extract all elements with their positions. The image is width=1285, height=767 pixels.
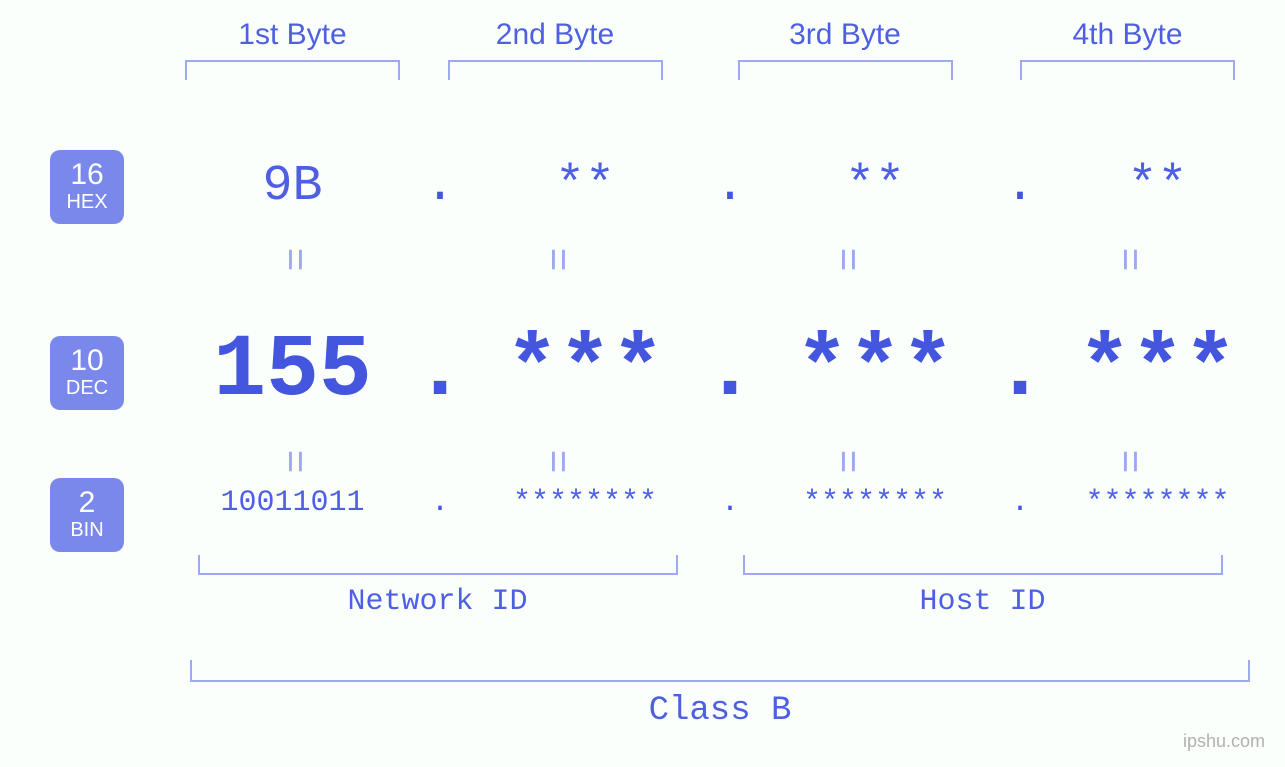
network-id-label: Network ID	[175, 585, 700, 619]
class-bracket-wrap	[175, 660, 1265, 682]
dec-byte-3: ***	[760, 322, 990, 421]
base-number-10: 10	[70, 346, 103, 376]
eq-1-1: =	[270, 247, 315, 271]
equals-row-1: = = = =	[175, 237, 1265, 282]
eq-2-1: =	[270, 449, 315, 473]
class-bracket	[190, 660, 1250, 682]
dec-dot-2: .	[700, 322, 760, 421]
hex-byte-4: **	[1050, 158, 1265, 215]
bin-byte-4: ********	[1050, 486, 1265, 520]
base-badge-dec: 10 DEC	[50, 336, 124, 410]
top-bracket-4	[1020, 60, 1235, 80]
byte-header-1: 1st Byte	[175, 18, 410, 52]
ip-address-diagram: 1st Byte 2nd Byte 3rd Byte 4th Byte 16 H…	[0, 0, 1285, 767]
bin-byte-3: ********	[760, 486, 990, 520]
hex-byte-3: **	[760, 158, 990, 215]
byte-header-2: 2nd Byte	[410, 18, 700, 52]
bin-byte-1: 10011011	[175, 486, 410, 520]
base-label-bin: BIN	[70, 518, 103, 542]
eq-2-2: =	[532, 449, 577, 473]
eq-1-3: =	[822, 247, 867, 271]
byte-header-3: 3rd Byte	[700, 18, 990, 52]
hex-dot-2: .	[700, 158, 760, 215]
watermark: ipshu.com	[1183, 731, 1265, 752]
eq-2-4: =	[1105, 449, 1150, 473]
base-number-16: 16	[70, 160, 103, 190]
dec-dot-3: .	[990, 322, 1050, 421]
byte-headers-row: 1st Byte 2nd Byte 3rd Byte 4th Byte	[175, 18, 1265, 52]
hex-dot-1: .	[410, 158, 470, 215]
hex-row: 9B . ** . ** . **	[175, 158, 1265, 215]
dec-byte-2: ***	[470, 322, 700, 421]
hex-byte-1: 9B	[175, 158, 410, 215]
eq-1-2: =	[532, 247, 577, 271]
base-number-2: 2	[79, 488, 96, 518]
bin-byte-2: ********	[470, 486, 700, 520]
base-badge-bin: 2 BIN	[50, 478, 124, 552]
base-label-dec: DEC	[66, 376, 108, 400]
eq-1-4: =	[1105, 247, 1150, 271]
bin-row: 10011011 . ******** . ******** . *******…	[175, 486, 1265, 520]
id-labels-row: Network ID Host ID	[175, 585, 1265, 619]
equals-row-2: = = = =	[175, 439, 1265, 484]
bin-dot-3: .	[990, 486, 1050, 520]
hex-dot-3: .	[990, 158, 1050, 215]
eq-2-3: =	[822, 449, 867, 473]
base-badge-hex: 16 HEX	[50, 150, 124, 224]
base-label-hex: HEX	[66, 190, 107, 214]
bin-dot-2: .	[700, 486, 760, 520]
dec-dot-1: .	[410, 322, 470, 421]
class-label: Class B	[175, 692, 1265, 730]
top-brackets-row	[175, 60, 1265, 80]
top-bracket-3	[738, 60, 953, 80]
dec-row: 155 . *** . *** . ***	[175, 322, 1265, 421]
bin-dot-1: .	[410, 486, 470, 520]
byte-header-4: 4th Byte	[990, 18, 1265, 52]
top-bracket-1	[185, 60, 400, 80]
top-bracket-2	[448, 60, 663, 80]
dec-byte-4: ***	[1050, 322, 1265, 421]
hex-byte-2: **	[470, 158, 700, 215]
network-id-bracket	[198, 555, 678, 575]
host-id-bracket	[743, 555, 1223, 575]
id-brackets-row	[175, 555, 1265, 575]
host-id-label: Host ID	[700, 585, 1265, 619]
dec-byte-1: 155	[175, 322, 410, 421]
